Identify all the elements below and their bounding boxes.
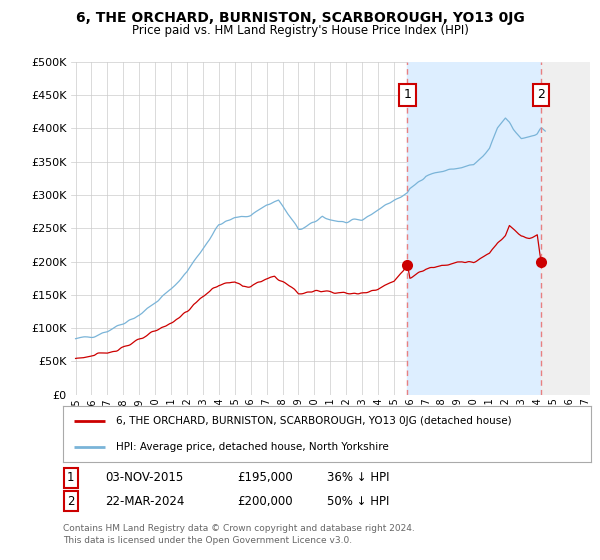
Text: 1: 1 (67, 471, 74, 484)
Text: 22-MAR-2024: 22-MAR-2024 (105, 494, 184, 508)
Text: £195,000: £195,000 (237, 471, 293, 484)
Text: 1: 1 (403, 88, 411, 101)
Bar (407, 62, 541, 395)
Text: HPI: Average price, detached house, North Yorkshire: HPI: Average price, detached house, Nort… (116, 442, 389, 452)
Text: Contains HM Land Registry data © Crown copyright and database right 2024.
This d: Contains HM Land Registry data © Crown c… (63, 524, 415, 545)
Text: 03-NOV-2015: 03-NOV-2015 (105, 471, 183, 484)
Text: 2: 2 (537, 88, 545, 101)
Text: 6, THE ORCHARD, BURNISTON, SCARBOROUGH, YO13 0JG (detached house): 6, THE ORCHARD, BURNISTON, SCARBOROUGH, … (116, 416, 511, 426)
Text: £200,000: £200,000 (237, 494, 293, 508)
Text: 2: 2 (67, 494, 74, 508)
Bar (541, 62, 593, 395)
Text: Price paid vs. HM Land Registry's House Price Index (HPI): Price paid vs. HM Land Registry's House … (131, 24, 469, 36)
Text: 6, THE ORCHARD, BURNISTON, SCARBOROUGH, YO13 0JG: 6, THE ORCHARD, BURNISTON, SCARBOROUGH, … (76, 11, 524, 25)
Text: 36% ↓ HPI: 36% ↓ HPI (327, 471, 389, 484)
Text: 50% ↓ HPI: 50% ↓ HPI (327, 494, 389, 508)
